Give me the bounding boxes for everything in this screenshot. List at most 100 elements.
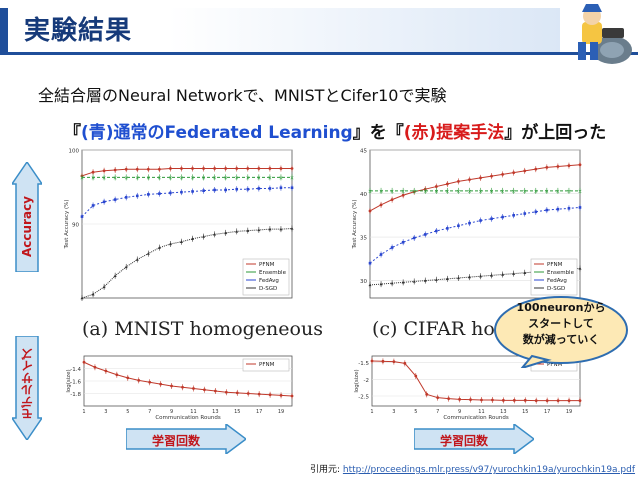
- y-axis-label: Test Accuracy (%): [64, 200, 70, 250]
- cifar-size-svg: -1.5-2-2.51 3 5 7 9 11 13 15 17 19log(size)Commun…: [354, 355, 582, 420]
- data-point-fedavg: [279, 186, 283, 190]
- title-bar: [0, 8, 560, 52]
- data-point-pfnm: [469, 398, 472, 402]
- y-tick-label: 90: [72, 223, 79, 229]
- data-point-fedavg: [213, 188, 216, 192]
- data-point-d-sgd: [202, 234, 206, 238]
- data-point-pfnm: [534, 399, 538, 403]
- data-point-ensemble: ×: [146, 175, 150, 181]
- legend-entry: PFNM: [547, 262, 563, 268]
- data-point-pfnm: [368, 209, 372, 213]
- data-point-ensemble: ×: [379, 189, 383, 195]
- data-point-pfnm: [447, 397, 451, 401]
- data-point-ensemble: ×: [91, 175, 95, 181]
- series-line-pfnm: [81, 168, 292, 177]
- summary-red-part: (赤)提案手法: [403, 123, 505, 143]
- data-point-d-sgd: [135, 257, 139, 261]
- data-point-ensemble: ×: [545, 189, 549, 195]
- data-point-fedavg: [567, 207, 571, 210]
- series-line-fedavg: [81, 187, 292, 217]
- left-rounds-label: 学習回数: [151, 434, 200, 448]
- data-point-fedavg: [390, 246, 394, 249]
- data-point-pfnm: [468, 178, 471, 181]
- data-point-ensemble: ×: [124, 175, 128, 181]
- y-axis-label: log(size): [66, 369, 72, 392]
- data-point-pfnm: [523, 169, 527, 173]
- callout-line-0: 100neuronから: [516, 301, 606, 314]
- data-point-ensemble: ×: [290, 175, 294, 181]
- data-point-fedavg: [102, 200, 106, 204]
- data-point-pfnm: [401, 193, 405, 197]
- data-point-pfnm: [135, 167, 139, 171]
- mascot-illustration: [578, 4, 632, 64]
- y-tick-label: -1.5: [358, 361, 369, 367]
- data-point-d-sgd: [191, 237, 195, 240]
- data-point-d-sgd: [146, 252, 150, 255]
- x-tick-label: 5: [126, 409, 129, 415]
- accuracy-label: Accuracy: [20, 195, 34, 257]
- data-point-d-sgd: [501, 272, 505, 276]
- data-point-pfnm: [370, 359, 374, 363]
- citation-link[interactable]: http://proceedings.mlr.press/v97/yurochk…: [342, 465, 636, 475]
- data-point-ensemble: ×: [190, 175, 194, 181]
- data-point-pfnm: [246, 167, 250, 170]
- data-point-ensemble: ×: [478, 189, 482, 195]
- data-point-d-sgd: [124, 265, 128, 269]
- data-point-pfnm: [257, 167, 261, 170]
- data-point-d-sgd: [91, 292, 95, 296]
- left-rounds-arrow: [126, 424, 246, 454]
- right-rounds-label: 学習回数: [439, 434, 488, 448]
- data-point-pfnm: [578, 163, 582, 167]
- y-axis-label: log(size): [354, 369, 360, 392]
- data-point-d-sgd: [80, 296, 84, 300]
- mnist-accuracy-chart: 90 100 Test Accuracy (%) × × × × × × × × × × × × × × × × × ×…: [58, 144, 298, 304]
- data-point-ensemble: ×: [501, 189, 505, 195]
- y-tick-label: 35: [360, 236, 367, 242]
- data-point-ensemble: ×: [246, 175, 250, 181]
- summary-mid: 』を『: [352, 123, 404, 143]
- data-point-pfnm: [191, 167, 194, 170]
- data-point-d-sgd: [290, 226, 294, 230]
- data-point-pfnm: [491, 398, 494, 402]
- data-point-ensemble: ×: [135, 175, 139, 181]
- legend-entry: PFNM: [259, 262, 275, 268]
- title-rule: [0, 52, 638, 55]
- data-point-pfnm: [157, 167, 161, 171]
- legend-box: [530, 258, 578, 296]
- data-point-ensemble: ×: [268, 175, 272, 181]
- data-point-pfnm: [202, 167, 205, 170]
- legend-entry: PFNM: [547, 362, 563, 368]
- x-tick-label: 1: [370, 409, 373, 415]
- data-point-fedavg: [412, 236, 416, 240]
- data-point-pfnm: [115, 373, 119, 377]
- data-point-ensemble: ×: [534, 189, 538, 195]
- callout-line-1: スタートして: [528, 317, 594, 330]
- data-point-d-sgd: [412, 279, 416, 283]
- data-point-pfnm: [235, 167, 239, 170]
- data-point-pfnm: [170, 384, 173, 388]
- x-axis-label: Communication Rounds: [443, 415, 509, 420]
- data-point-pfnm: [512, 171, 516, 175]
- data-point-pfnm: [480, 398, 483, 402]
- data-point-pfnm: [567, 164, 571, 168]
- data-point-pfnm: [268, 393, 272, 397]
- data-point-d-sgd: [423, 278, 427, 282]
- data-point-ensemble: ×: [80, 175, 84, 181]
- data-point-ensemble: ×: [412, 189, 416, 195]
- data-point-fedavg: [479, 219, 482, 222]
- data-point-ensemble: ×: [456, 189, 460, 195]
- data-point-fedavg: [457, 224, 460, 228]
- data-point-pfnm: [545, 166, 549, 169]
- data-point-d-sgd: [279, 227, 283, 231]
- data-point-fedavg: [191, 190, 194, 193]
- data-point-pfnm: [425, 392, 429, 396]
- data-point-d-sgd: [523, 271, 527, 274]
- data-point-pfnm: [445, 182, 449, 186]
- x-tick-label: 1: [82, 409, 85, 415]
- data-point-fedavg: [290, 186, 294, 190]
- legend-entry: FedAvg: [547, 278, 567, 284]
- data-point-ensemble: ×: [489, 189, 493, 195]
- data-point-pfnm: [556, 165, 560, 168]
- data-point-pfnm: [392, 360, 396, 364]
- model-size-label: モデルサイズ: [20, 348, 35, 420]
